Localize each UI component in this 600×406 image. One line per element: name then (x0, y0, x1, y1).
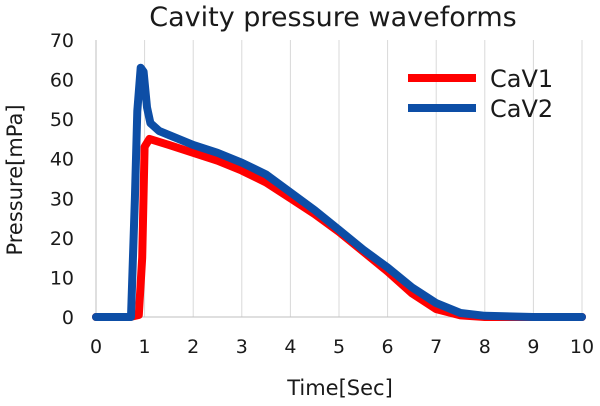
x-tick-labels: 0 1 2 3 4 5 6 7 8 9 10 (90, 336, 594, 358)
legend-label-cav1: CaV1 (490, 65, 553, 93)
y-tick-label: 30 (50, 188, 74, 210)
legend-label-cav2: CaV2 (490, 95, 553, 123)
x-tick-label: 3 (236, 336, 248, 358)
y-axis-label: Pressure[mPa] (3, 104, 27, 255)
y-tick-label: 70 (50, 30, 74, 52)
y-tick-label: 10 (50, 267, 74, 289)
x-tick-label: 4 (284, 336, 296, 358)
y-tick-labels: 0 10 20 30 40 50 60 70 (50, 30, 74, 329)
gridlines (144, 40, 583, 317)
y-tick-label: 20 (50, 228, 74, 250)
x-tick-label: 8 (479, 336, 491, 358)
x-tick-label: 9 (527, 336, 539, 358)
y-tick-label: 0 (62, 307, 74, 329)
y-tick-label: 60 (50, 70, 74, 92)
x-tick-label: 2 (187, 336, 199, 358)
y-tick-label: 40 (50, 149, 74, 171)
x-tick-label: 10 (570, 336, 594, 358)
series-lines (92, 63, 586, 321)
x-tick-label: 0 (90, 336, 102, 358)
x-axis-label: Time[Sec] (286, 376, 393, 400)
chart-title: Cavity pressure waveforms (149, 2, 516, 33)
x-tick-label: 1 (139, 336, 151, 358)
x-tick-label: 7 (430, 336, 442, 358)
series-line-cav2 (92, 63, 586, 321)
x-tick-label: 6 (382, 336, 394, 358)
y-tick-label: 50 (50, 109, 74, 131)
x-tick-label: 5 (333, 336, 345, 358)
